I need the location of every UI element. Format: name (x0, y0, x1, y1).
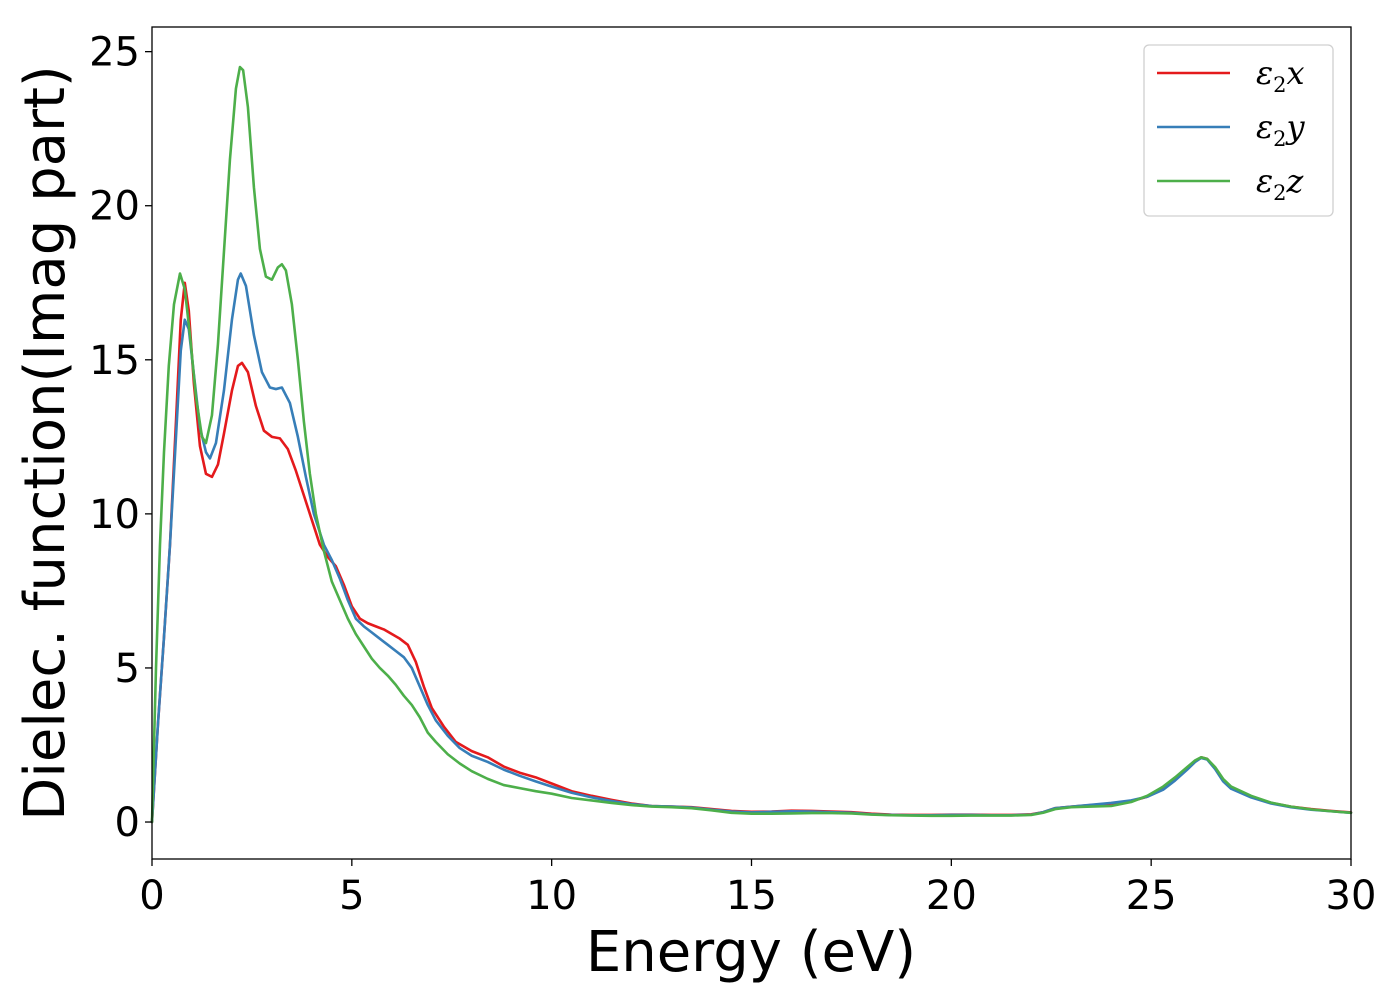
legend-label-y: ε2y (1256, 108, 1306, 151)
series-line-z (150, 65, 1353, 824)
y-tick-label: 15 (89, 338, 140, 384)
y-tick-label: 5 (115, 646, 140, 692)
y-tick-label: 0 (115, 800, 140, 846)
legend-box (1143, 44, 1334, 217)
x-tick-label: 25 (1126, 873, 1177, 919)
legend: ε2x ε2y ε2z (1143, 44, 1334, 217)
y-axis: 0 5 10 15 20 25 (89, 30, 152, 846)
x-tick-label: 0 (139, 873, 164, 919)
x-tick-label: 5 (339, 873, 364, 919)
y-axis-label: Dielec. function(Imag part) (13, 65, 78, 821)
x-axis: 0 5 10 15 20 25 30 (139, 859, 1376, 919)
y-tick-label: 20 (89, 184, 140, 230)
series-layer (150, 65, 1353, 824)
y-tick-label: 25 (89, 30, 140, 76)
x-axis-label: Energy (eV) (586, 920, 916, 985)
legend-label-x: ε2x (1256, 54, 1305, 97)
legend-label-z: ε2z (1256, 162, 1305, 205)
x-tick-label: 15 (726, 873, 777, 919)
y-tick-label: 10 (89, 492, 140, 538)
x-tick-label: 30 (1326, 873, 1377, 919)
x-tick-label: 10 (526, 873, 577, 919)
x-tick-label: 20 (926, 873, 977, 919)
